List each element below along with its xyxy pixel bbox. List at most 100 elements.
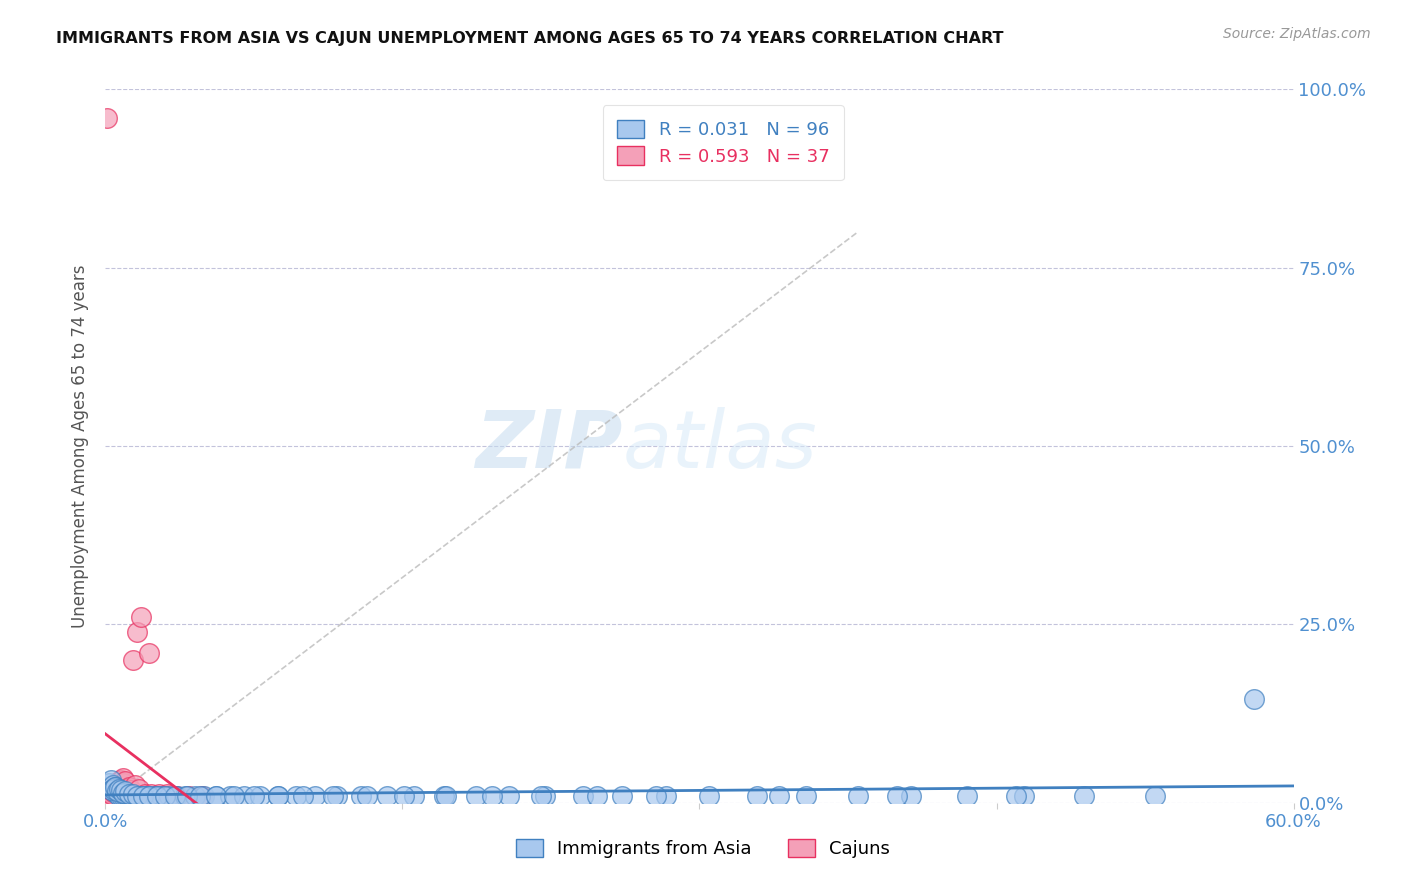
Point (100, 783, 122, 797)
Point (138, 789, 160, 803)
Point (183, 789, 205, 803)
Point (153, 789, 176, 803)
Point (98, 776, 121, 790)
Point (768, 789, 790, 803)
Point (304, 789, 326, 803)
Point (132, 789, 155, 803)
Point (292, 789, 315, 803)
Legend: R = 0.031   N = 96, R = 0.593   N = 37: R = 0.031 N = 96, R = 0.593 N = 37 (603, 105, 844, 180)
Point (900, 789, 922, 803)
Point (146, 789, 169, 803)
Point (1243, 692, 1265, 706)
Text: IMMIGRANTS FROM ASIA VS CAJUN UNEMPLOYMENT AMONG AGES 65 TO 74 YEARS CORRELATION: IMMIGRANTS FROM ASIA VS CAJUN UNEMPLOYME… (56, 31, 1004, 46)
Point (498, 789, 520, 803)
Point (108, 789, 131, 803)
Point (100, 780, 122, 794)
Point (104, 778, 127, 792)
Point (375, 789, 398, 803)
Point (105, 781, 128, 796)
Point (112, 786, 135, 800)
Point (267, 789, 290, 803)
Point (530, 789, 553, 803)
Point (153, 789, 176, 803)
Point (163, 789, 186, 803)
Point (655, 789, 678, 803)
Point (115, 781, 138, 796)
Point (148, 787, 170, 801)
Point (191, 789, 214, 803)
Legend: Immigrants from Asia, Cajuns: Immigrants from Asia, Cajuns (506, 830, 900, 867)
Point (110, 784, 132, 798)
Point (134, 789, 156, 803)
Point (120, 783, 142, 797)
Point (134, 787, 156, 801)
Point (956, 789, 979, 803)
Point (846, 789, 869, 803)
Point (224, 789, 246, 803)
Point (699, 789, 721, 803)
Point (103, 783, 125, 797)
Point (139, 787, 162, 801)
Point (284, 789, 307, 803)
Point (98, 789, 121, 803)
Point (193, 789, 215, 803)
Point (645, 789, 668, 803)
Point (110, 772, 132, 787)
Point (103, 785, 125, 799)
Point (1012, 789, 1035, 803)
Text: atlas: atlas (623, 407, 817, 485)
Point (112, 771, 135, 785)
Point (745, 789, 768, 803)
Point (219, 789, 242, 803)
Y-axis label: Unemployment Among Ages 65 to 74 years: Unemployment Among Ages 65 to 74 years (72, 264, 90, 628)
Point (481, 789, 503, 803)
Point (103, 781, 125, 796)
Point (96, 111, 118, 125)
Point (322, 789, 344, 803)
Point (122, 787, 145, 801)
Point (1005, 789, 1028, 803)
Point (127, 789, 149, 803)
Point (138, 646, 160, 660)
Point (122, 653, 145, 667)
Point (108, 783, 131, 797)
Point (110, 783, 132, 797)
Point (534, 789, 557, 803)
Point (157, 789, 180, 803)
Point (110, 778, 132, 792)
Point (96, 789, 118, 803)
Point (104, 780, 127, 794)
Point (114, 774, 136, 789)
Point (100, 787, 122, 801)
Point (105, 776, 128, 790)
Point (394, 789, 416, 803)
Point (404, 789, 426, 803)
Point (433, 789, 456, 803)
Point (114, 787, 136, 801)
Point (105, 787, 128, 801)
Point (176, 789, 198, 803)
Point (103, 778, 125, 792)
Point (143, 789, 166, 803)
Point (118, 789, 141, 803)
Point (464, 789, 486, 803)
Point (124, 789, 146, 803)
Point (796, 789, 818, 803)
Point (166, 789, 188, 803)
Point (571, 789, 593, 803)
Point (104, 783, 127, 797)
Point (124, 778, 146, 792)
Point (112, 789, 135, 803)
Point (177, 789, 200, 803)
Point (149, 789, 172, 803)
Point (110, 789, 132, 803)
Point (118, 780, 141, 794)
Point (243, 789, 266, 803)
Point (1073, 789, 1095, 803)
Point (105, 781, 128, 796)
Point (114, 789, 136, 803)
Point (105, 784, 128, 798)
Point (108, 774, 131, 789)
Point (129, 610, 152, 624)
Point (100, 783, 122, 797)
